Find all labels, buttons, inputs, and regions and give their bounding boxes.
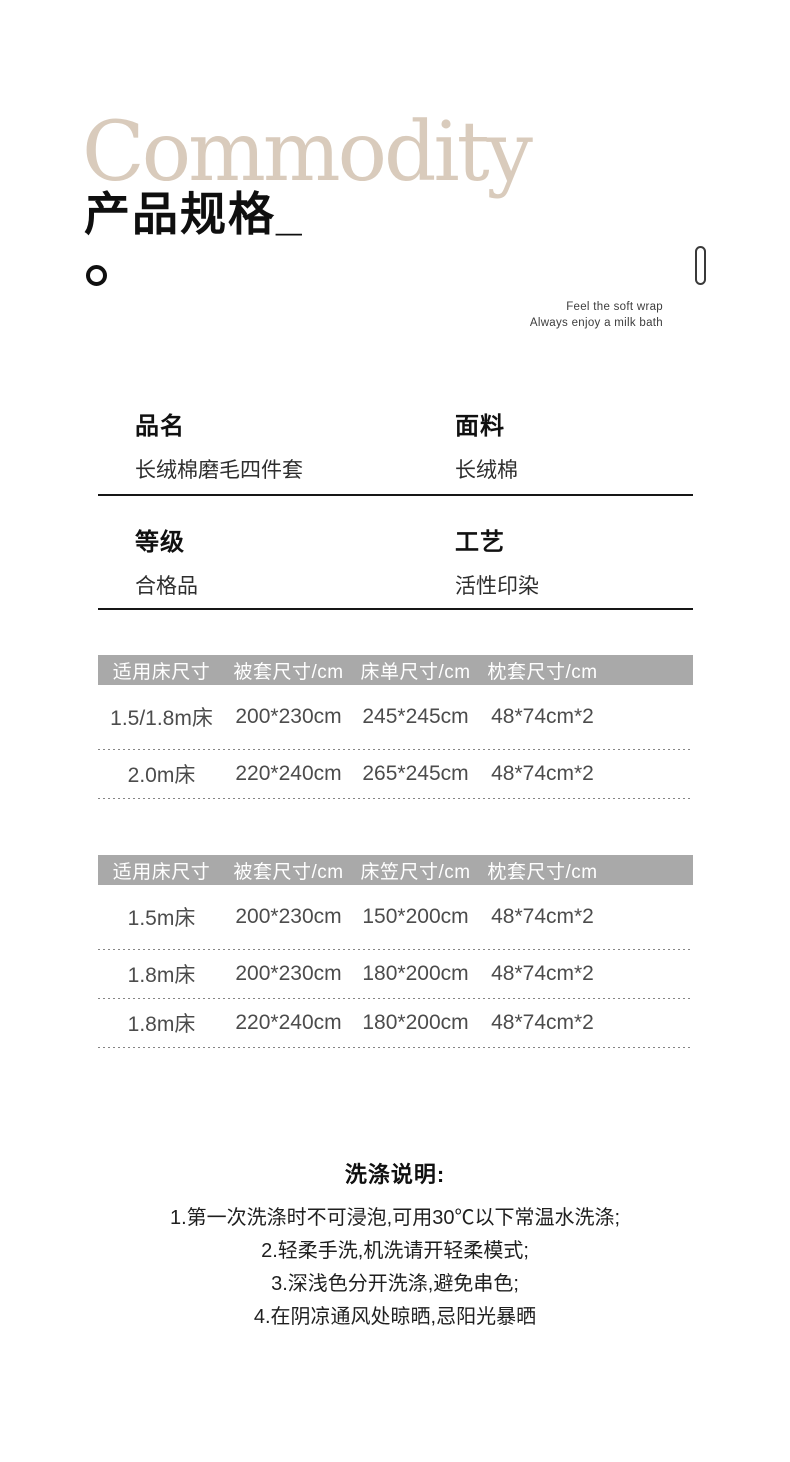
table-header: 适用床尺寸 被套尺寸/cm 床笠尺寸/cm 枕套尺寸/cm [98,855,693,885]
spec-value: 合格品 [135,575,198,598]
table-row: 2.0m床 220*240cm 265*245cm 48*74cm*2 [98,750,693,798]
header-cell: 床笠尺寸/cm [360,861,471,883]
washing-item: 4.在阴凉通风处晾晒,忌阳光暴晒 [253,1306,537,1328]
size-table-sheet: 适用床尺寸 被套尺寸/cm 床单尺寸/cm 枕套尺寸/cm 1.5/1.8m床 … [98,655,693,799]
table-cell: 48*74cm*2 [491,762,594,785]
tagline-line: Feel the soft wrap [566,301,663,313]
spec-label: 品名 [135,413,185,440]
spec-label: 面料 [455,413,505,440]
header-cell: 被套尺寸/cm [233,861,344,883]
spec-item-craft: 工艺 活性印染 [455,522,539,600]
table-cell: 220*240cm [235,762,342,785]
washing-item: 2.轻柔手洗,机洗请开轻柔模式; [261,1240,529,1262]
washing-item: 1.第一次洗涤时不可浸泡,可用30℃以下常温水洗涤; [169,1207,621,1229]
size-table-fitted: 适用床尺寸 被套尺寸/cm 床笠尺寸/cm 枕套尺寸/cm 1.5m床 200*… [98,855,693,1048]
dotted-divider [98,749,693,750]
table-cell: 245*245cm [362,705,469,728]
dotted-divider [98,798,693,799]
spec-row: 品名 长绒棉磨毛四件套 面料 长绒棉 [98,390,693,496]
specs-section: 品名 长绒棉磨毛四件套 面料 长绒棉 等级 合格品 工艺 活性印染 [98,390,693,610]
spec-item-grade: 等级 合格品 [135,522,198,600]
spec-label: 等级 [135,529,185,556]
spec-item-fabric: 面料 长绒棉 [455,406,518,484]
table-row: 1.5/1.8m床 200*230cm 245*245cm 48*74cm*2 [98,685,693,749]
table-cell: 150*200cm [362,905,469,928]
table-cell: 200*230cm [235,905,342,928]
page-title: 产品规格_ [84,188,304,240]
table-cell: 1.8m床 [127,964,196,987]
table-row: 1.8m床 220*240cm 180*200cm 48*74cm*2 [98,999,693,1047]
dotted-divider [98,1047,693,1048]
dotted-divider [98,998,693,999]
table-cell: 200*230cm [235,962,342,985]
header-cell: 枕套尺寸/cm [487,661,598,683]
table-cell: 48*74cm*2 [491,1011,594,1034]
spec-value: 长绒棉磨毛四件套 [135,459,303,482]
table-cell: 1.5m床 [127,907,196,930]
table-cell: 48*74cm*2 [491,962,594,985]
table-cell: 265*245cm [362,762,469,785]
header-cell: 被套尺寸/cm [233,661,344,683]
table-row: 1.5m床 200*230cm 150*200cm 48*74cm*2 [98,885,693,949]
tagline-line: Always enjoy a milk bath [529,317,663,329]
spec-value: 活性印染 [455,575,539,598]
period-mark-icon [86,265,107,286]
tagline: Feel the soft wrap Always enjoy a milk b… [530,299,663,331]
table-cell: 200*230cm [235,705,342,728]
washing-item: 3.深浅色分开洗涤,避免串色; [271,1273,519,1295]
spec-item-name: 品名 长绒棉磨毛四件套 [135,406,303,484]
washing-section: 洗涤说明: 1.第一次洗涤时不可浸泡,可用30℃以下常温水洗涤; 2.轻柔手洗,… [0,1157,790,1334]
table-cell: 220*240cm [235,1011,342,1034]
table-cell: 48*74cm*2 [491,905,594,928]
table-cell: 1.8m床 [127,1013,196,1036]
header-cell: 枕套尺寸/cm [487,861,598,883]
spec-label: 工艺 [455,529,505,556]
table-cell: 180*200cm [362,1011,469,1034]
header-cell: 适用床尺寸 [112,661,211,683]
washing-title: 洗涤说明: [344,1162,446,1187]
spec-value: 长绒棉 [455,459,518,482]
dotted-divider [98,949,693,950]
pill-outline-icon [695,246,706,285]
table-cell: 48*74cm*2 [491,705,594,728]
table-cell: 180*200cm [362,962,469,985]
spec-row: 等级 合格品 工艺 活性印染 [98,496,693,610]
table-row: 1.8m床 200*230cm 180*200cm 48*74cm*2 [98,950,693,998]
table-cell: 2.0m床 [127,764,196,787]
table-header: 适用床尺寸 被套尺寸/cm 床单尺寸/cm 枕套尺寸/cm [98,655,693,685]
header-cell: 适用床尺寸 [112,861,211,883]
commodity-watermark: Commodity [82,105,533,200]
header-cell: 床单尺寸/cm [360,661,471,683]
table-cell: 1.5/1.8m床 [110,707,213,730]
